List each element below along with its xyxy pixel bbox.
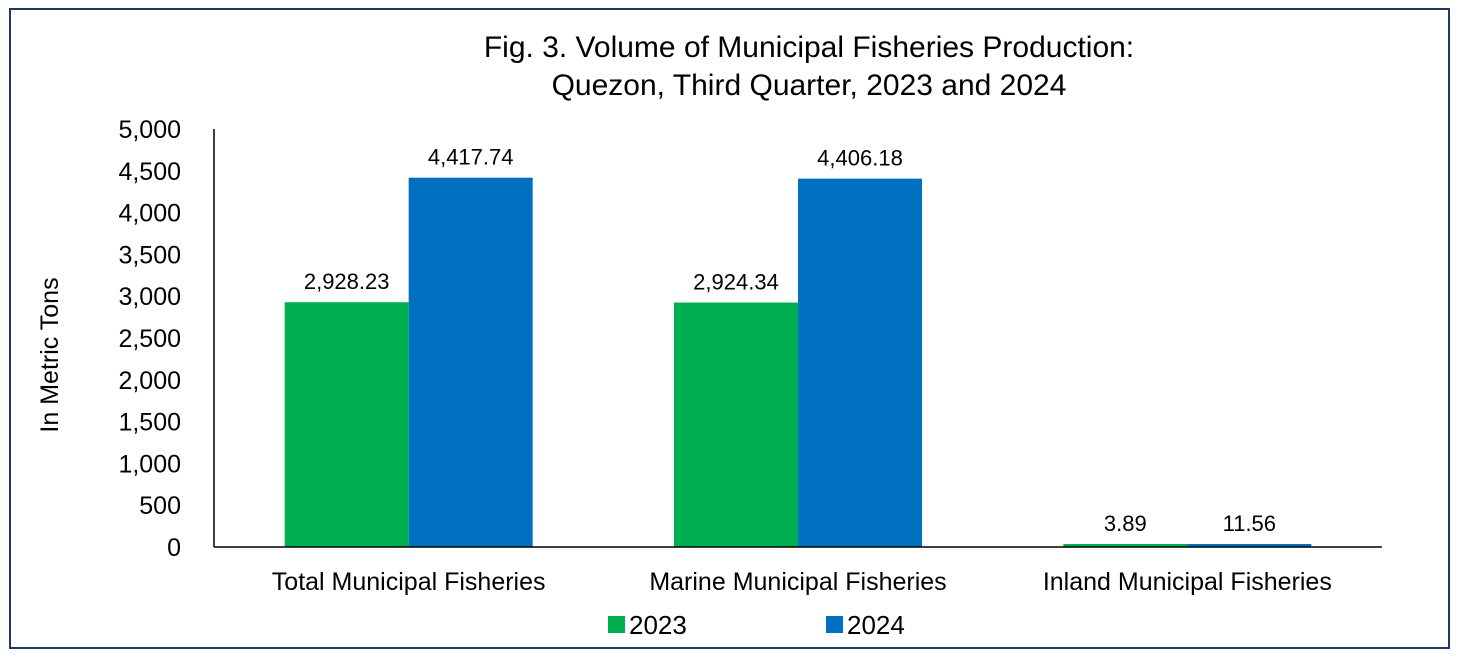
y-tick-label: 1,500: [118, 409, 181, 437]
data-label-2024-1: 4,406.18: [817, 146, 903, 171]
legend-swatch-2023: [608, 616, 625, 633]
y-tick-label: 4,500: [118, 158, 181, 186]
x-category-label: Total Municipal Fisheries: [272, 568, 546, 596]
legend-label-2023: 2023: [629, 610, 687, 640]
data-label-2023-2: 3.89: [1104, 511, 1147, 536]
y-axis-ticks: 0 500 1,000 1,500 2,000 2,500 3,000 3,500 4,000 4…: [118, 116, 181, 562]
chart-title-line-2: Quezon, Third Quarter, 2023 and 2024: [552, 69, 1067, 102]
y-tick-label: 2,000: [118, 367, 181, 395]
chart-title-line-1: Fig. 3. Volume of Municipal Fisheries Pr…: [484, 31, 1134, 64]
y-tick-label: 1,000: [118, 450, 181, 478]
data-labels: 2,928.23 4,417.74 2,924.34 4,406.18 3.89 11.5…: [304, 145, 1276, 536]
bar-2024-1: [798, 178, 922, 547]
legend: 2023 2024: [608, 610, 905, 640]
y-tick-label: 4,000: [118, 200, 181, 228]
y-tick-label: 3,000: [118, 283, 181, 311]
data-label-2024-0: 4,417.74: [428, 145, 514, 170]
bar-2023-0: [284, 302, 409, 547]
data-label-2023-0: 2,928.23: [304, 269, 390, 294]
y-tick-label: 3,500: [118, 241, 181, 269]
bar-2024-0: [408, 177, 533, 547]
x-category-label: Marine Municipal Fisheries: [649, 568, 946, 596]
data-label-2024-2: 11.56: [1223, 511, 1276, 536]
y-axis-label: In Metric Tons: [36, 277, 64, 432]
chart-title: Fig. 3. Volume of Municipal Fisheries Pr…: [484, 31, 1134, 102]
x-category-label: Inland Municipal Fisheries: [1043, 568, 1332, 596]
legend-swatch-2024: [826, 616, 843, 633]
bar-2023-2: [1063, 544, 1188, 547]
y-tick-label: 0: [167, 534, 181, 562]
bar-2023-1: [674, 302, 798, 547]
bars: [284, 177, 1312, 547]
y-tick-label: 500: [139, 492, 181, 520]
data-label-2023-1: 2,924.34: [693, 270, 779, 295]
y-tick-label: 2,500: [118, 325, 181, 353]
x-axis-categories: Total Municipal Fisheries Marine Municipa…: [272, 568, 1332, 596]
legend-label-2024: 2024: [847, 610, 905, 640]
bar-2024-2: [1187, 544, 1312, 547]
y-tick-label: 5,000: [118, 116, 181, 144]
